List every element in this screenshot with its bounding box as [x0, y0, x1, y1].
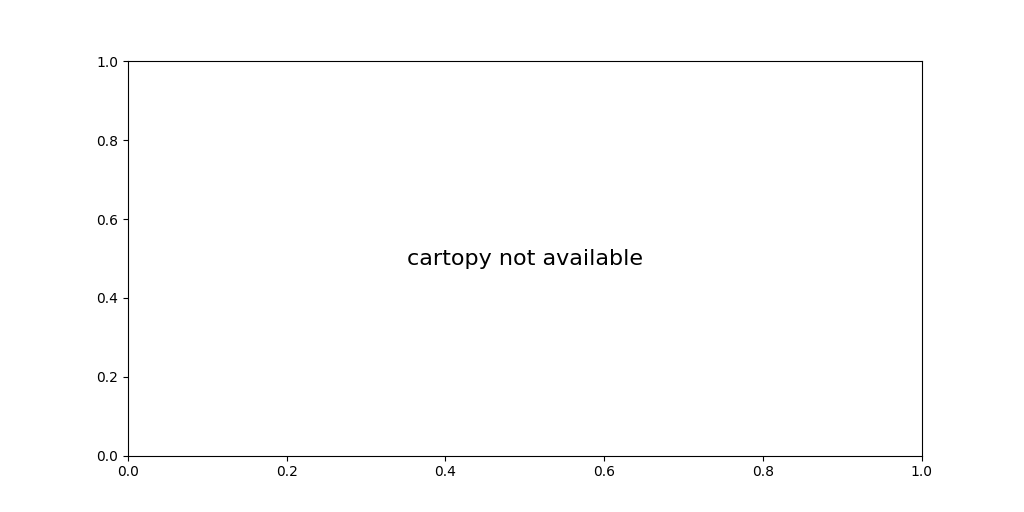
Text: cartopy not available: cartopy not available	[407, 248, 643, 269]
